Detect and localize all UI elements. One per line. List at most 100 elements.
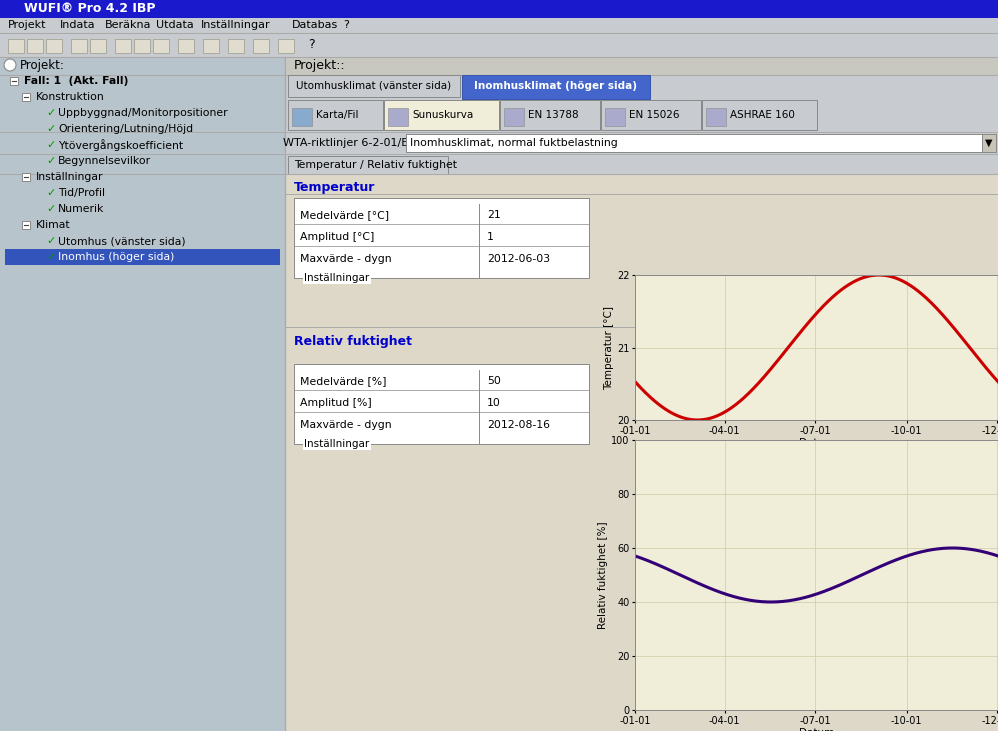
Text: Inomhusklimat (höger sida): Inomhusklimat (höger sida)	[474, 81, 638, 91]
Text: 50: 50	[487, 376, 501, 386]
Text: Inställningar: Inställningar	[201, 20, 270, 31]
Text: ✓: ✓	[46, 108, 55, 118]
Text: Amplitud [%]: Amplitud [%]	[300, 398, 371, 408]
Bar	[504, 108, 524, 126]
Text: ✓: ✓	[46, 124, 55, 134]
Text: Amplitud [°C]: Amplitud [°C]	[300, 232, 374, 242]
Text: Begynnelsevilkor: Begynnelsevilkor	[58, 156, 151, 166]
Text: ✓: ✓	[46, 204, 55, 214]
Bar	[288, 75, 460, 97]
Text: Fall: 1  (Akt. Fall): Fall: 1 (Akt. Fall)	[24, 76, 129, 86]
Bar	[203, 39, 219, 53]
Bar	[0, 57, 285, 731]
Text: WTA-riktlinjer 6-2-01/E: WTA-riktlinjer 6-2-01/E	[283, 138, 408, 148]
Y-axis label: Temperatur [°C]: Temperatur [°C]	[604, 306, 614, 390]
Bar	[384, 100, 499, 130]
Text: ?: ?	[308, 39, 314, 51]
Text: Uppbyggnad/Monitorpositioner: Uppbyggnad/Monitorpositioner	[58, 108, 228, 118]
Bar	[22, 93, 30, 101]
Bar	[278, 39, 294, 53]
Text: ?: ?	[343, 20, 349, 31]
Circle shape	[4, 59, 16, 71]
Bar	[294, 364, 589, 444]
Bar	[71, 39, 87, 53]
Text: Projekt:: Projekt:	[20, 58, 65, 72]
Text: WUFI® Pro 4.2 IBP: WUFI® Pro 4.2 IBP	[24, 2, 156, 15]
Text: Numerik: Numerik	[58, 204, 105, 214]
Bar	[500, 100, 600, 130]
Bar	[8, 39, 24, 53]
Bar	[286, 174, 998, 731]
Text: Ytövergångskoefficient: Ytövergångskoefficient	[58, 139, 183, 151]
Text: ✓: ✓	[46, 252, 55, 262]
Text: Inomhusklimat, normal fuktbelastning: Inomhusklimat, normal fuktbelastning	[410, 138, 618, 148]
Text: 10: 10	[487, 398, 501, 408]
Bar	[0, 18, 998, 33]
Text: Medelvärde [%]: Medelvärde [%]	[300, 376, 386, 386]
Text: Temperatur: Temperatur	[294, 181, 375, 194]
Text: Konstruktion: Konstruktion	[36, 92, 105, 102]
Bar	[153, 39, 169, 53]
Text: Medelvärde [°C]: Medelvärde [°C]	[300, 210, 389, 220]
Text: Inställningar: Inställningar	[304, 439, 369, 449]
Text: ✓: ✓	[46, 236, 55, 246]
Text: Projekt::: Projekt::	[294, 59, 345, 72]
Text: Klimat: Klimat	[36, 220, 71, 230]
Text: ✓: ✓	[46, 156, 55, 166]
Bar	[292, 108, 312, 126]
Bar	[10, 77, 18, 85]
Text: Temperatur / Relativ fuktighet: Temperatur / Relativ fuktighet	[294, 160, 457, 170]
Y-axis label: Relativ fuktighet [%]: Relativ fuktighet [%]	[598, 521, 609, 629]
Text: Tid/Profil: Tid/Profil	[58, 188, 105, 198]
Bar	[46, 39, 62, 53]
Text: Karta/Fil: Karta/Fil	[316, 110, 358, 120]
Bar	[288, 100, 383, 130]
Bar	[605, 108, 625, 126]
Bar	[90, 39, 106, 53]
Text: 21: 21	[487, 210, 501, 220]
X-axis label: Datum: Datum	[798, 439, 834, 448]
Bar	[0, 0, 998, 18]
Bar	[228, 39, 244, 53]
Bar	[388, 108, 408, 126]
Bar	[5, 249, 280, 265]
Text: Inställningar: Inställningar	[304, 273, 369, 283]
Text: ✓: ✓	[46, 140, 55, 150]
X-axis label: Datum: Datum	[798, 728, 834, 731]
Text: Maxvärde - dygn: Maxvärde - dygn	[300, 254, 391, 264]
Bar	[294, 198, 589, 278]
Bar	[462, 75, 650, 99]
Bar	[288, 156, 448, 174]
Bar	[115, 39, 131, 53]
Text: ✓: ✓	[46, 188, 55, 198]
Text: Maxvärde - dygn: Maxvärde - dygn	[300, 420, 391, 430]
Bar	[982, 134, 996, 152]
Text: Sunuskurva: Sunuskurva	[412, 110, 473, 120]
Text: Beräkna: Beräkna	[105, 20, 151, 31]
Text: Relativ fuktighet: Relativ fuktighet	[294, 335, 412, 347]
Bar	[706, 108, 726, 126]
Bar	[286, 57, 998, 75]
Bar	[406, 134, 988, 152]
Bar	[27, 39, 43, 53]
Bar	[0, 33, 998, 57]
Text: Orientering/Lutning/Höjd: Orientering/Lutning/Höjd	[58, 124, 194, 134]
Bar	[134, 39, 150, 53]
Text: ▼: ▼	[985, 138, 993, 148]
Text: Databas: Databas	[291, 20, 337, 31]
Text: Utdata: Utdata	[156, 20, 194, 31]
Text: Indata: Indata	[60, 20, 95, 31]
Text: EN 15026: EN 15026	[629, 110, 680, 120]
Text: Inomhus (höger sida): Inomhus (höger sida)	[58, 252, 175, 262]
Bar	[601, 100, 701, 130]
Text: 1: 1	[487, 232, 494, 242]
Bar	[286, 128, 998, 154]
Bar	[702, 100, 817, 130]
Text: Utomhus (vänster sida): Utomhus (vänster sida)	[58, 236, 186, 246]
Bar	[22, 173, 30, 181]
Text: Utomhusklimat (vänster sida): Utomhusklimat (vänster sida)	[296, 81, 451, 91]
Text: Projekt: Projekt	[8, 20, 47, 31]
Bar	[22, 221, 30, 229]
Text: 2012-08-16: 2012-08-16	[487, 420, 550, 430]
Text: Inställningar: Inställningar	[36, 172, 104, 182]
